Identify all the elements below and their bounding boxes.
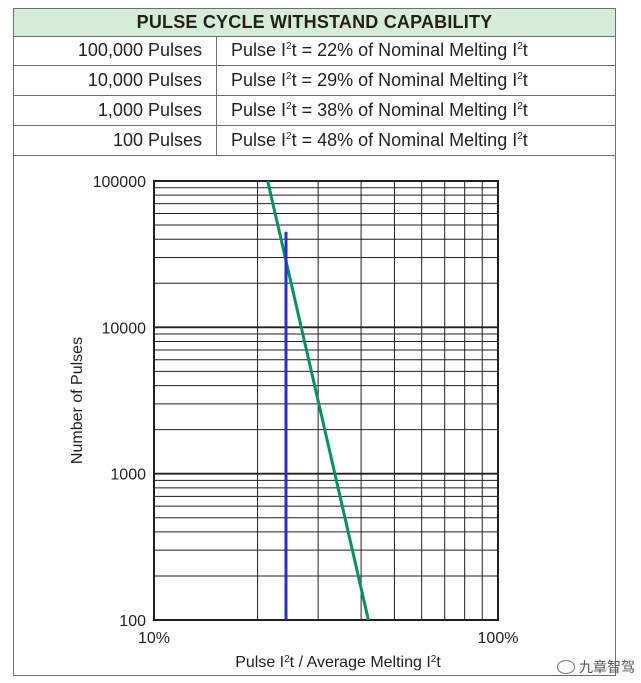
plot-border — [153, 180, 499, 621]
x-tick-label: 100% — [478, 630, 519, 647]
grid — [153, 180, 499, 621]
rating-cell: Pulse I2t = 38% of Nominal Melting I2t — [216, 95, 615, 126]
watermark: 九章智驾 — [557, 657, 635, 677]
series-line — [266, 180, 370, 621]
rating-cell: Pulse I2t = 29% of Nominal Melting I2t — [216, 65, 615, 96]
x-axis-label: Pulse I2t / Average Melting I2t — [235, 654, 441, 672]
y-tick-label: 10000 — [102, 320, 147, 337]
y-axis-label: Number of Pulses — [69, 337, 86, 464]
superscript: 2 — [286, 131, 292, 142]
superscript: 2 — [517, 71, 523, 82]
pulses-cell: 1,000 Pulses — [14, 95, 217, 126]
table-row: 1,000 Pulses Pulse I2t = 38% of Nominal … — [14, 95, 615, 126]
y-tick-label: 1000 — [110, 467, 146, 484]
table-row: 100,000 Pulses Pulse I2t = 22% of Nomina… — [14, 36, 615, 66]
pulses-cell: 100 Pulses — [14, 125, 217, 156]
superscript: 2 — [286, 71, 292, 82]
pulses-cell: 100,000 Pulses — [14, 36, 217, 66]
table-row: 10,000 Pulses Pulse I2t = 29% of Nominal… — [14, 65, 615, 96]
series-lines — [266, 180, 370, 621]
superscript: 2 — [517, 41, 523, 52]
superscript: 2 — [284, 654, 290, 665]
rating-cell: Pulse I2t = 22% of Nominal Melting I2t — [216, 36, 615, 66]
y-tick-label: 100 — [119, 613, 146, 630]
superscript: 2 — [431, 654, 437, 665]
pulse-spec-table: 100,000 Pulses Pulse I2t = 22% of Nomina… — [14, 36, 615, 156]
tick-labels: 100 1000 10000 100000 10% 100% — [93, 174, 519, 647]
pulses-cell: 10,000 Pulses — [14, 65, 217, 96]
chart-frame: PULSE CYCLE WITHSTAND CAPABILITY 100,000… — [13, 8, 616, 676]
watermark-text: 九章智驾 — [579, 659, 635, 675]
y-tick-label: 100000 — [93, 174, 146, 191]
superscript: 2 — [286, 101, 292, 112]
wechat-icon — [557, 660, 575, 674]
superscript: 2 — [517, 101, 523, 112]
superscript: 2 — [517, 131, 523, 142]
rating-cell: Pulse I2t = 48% of Nominal Melting I2t — [216, 125, 615, 156]
table-row: 100 Pulses Pulse I2t = 48% of Nominal Me… — [14, 125, 615, 156]
x-tick-label: 10% — [138, 630, 170, 647]
superscript: 2 — [286, 41, 292, 52]
